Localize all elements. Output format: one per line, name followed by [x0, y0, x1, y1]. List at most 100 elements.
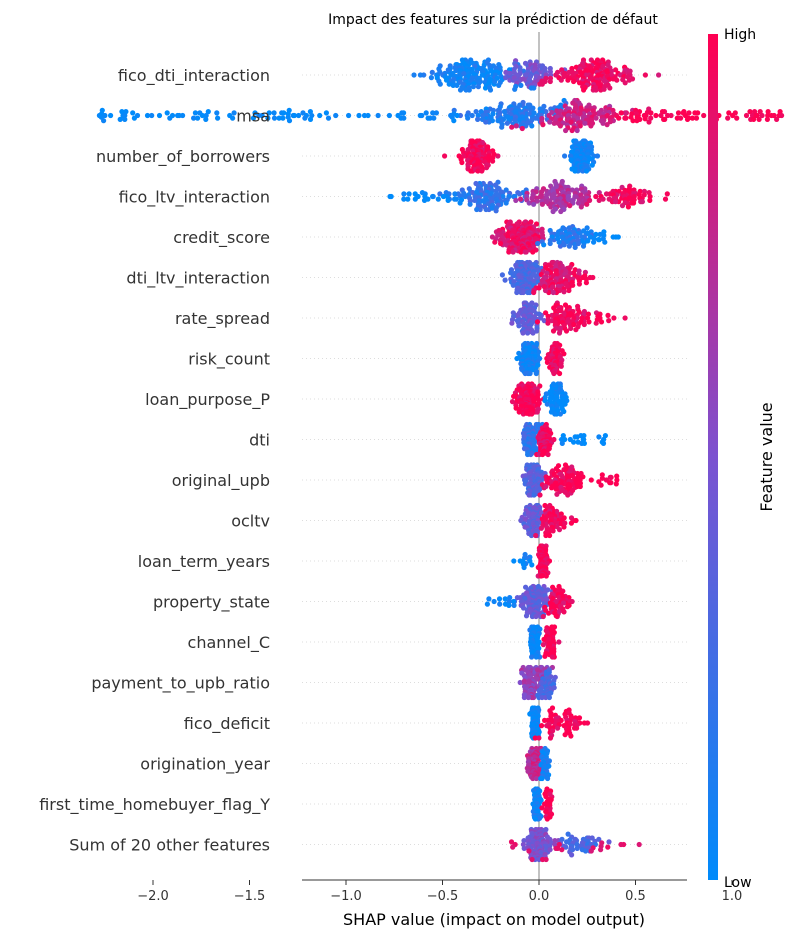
shap-point	[514, 355, 520, 362]
feature-label: fico_deficit	[184, 714, 270, 734]
shap-point	[610, 76, 616, 82]
feature-row-dots	[489, 219, 621, 255]
shap-point	[613, 234, 619, 240]
shap-point	[596, 111, 602, 117]
shap-point	[693, 115, 700, 121]
shap-point	[307, 109, 313, 115]
feature-label: Sum of 20 other features	[69, 836, 270, 855]
shap-point	[440, 193, 447, 200]
shap-point	[467, 201, 473, 207]
shap-point	[571, 78, 577, 85]
shap-point	[646, 190, 652, 196]
shap-point	[518, 82, 524, 88]
shap-point	[553, 72, 559, 78]
shap-point	[597, 231, 603, 237]
shap-point	[509, 124, 515, 130]
shap-point	[577, 483, 583, 490]
shap-point	[602, 239, 608, 245]
feature-label: rate_spread	[175, 309, 270, 329]
shap-point	[612, 199, 619, 205]
shap-point	[503, 69, 509, 75]
shap-point	[463, 87, 469, 93]
shap-point	[779, 112, 785, 119]
shap-point	[401, 196, 407, 202]
feature-row-dots	[518, 502, 579, 539]
feature-row-dots	[520, 421, 609, 458]
shap-point	[648, 110, 654, 116]
shap-point	[483, 119, 489, 125]
shap-point	[531, 492, 537, 498]
shap-point	[575, 200, 582, 206]
shap-point	[533, 532, 539, 539]
shap-point	[256, 112, 262, 119]
colorbar-low-label: Low	[724, 875, 752, 891]
shap-point	[509, 399, 516, 405]
shap-point	[516, 323, 522, 329]
shap-point	[156, 112, 163, 119]
shap-point	[558, 77, 564, 83]
shap-point	[446, 81, 452, 87]
shap-point	[564, 604, 571, 610]
shap-point	[490, 158, 496, 164]
shap-point	[522, 473, 529, 479]
shap-point	[725, 115, 731, 121]
shap-point	[539, 723, 545, 729]
shap-point	[648, 115, 654, 121]
shap-point	[502, 596, 508, 602]
shap-point	[484, 601, 490, 607]
feature-row-dots	[524, 745, 553, 782]
shap-point	[584, 201, 590, 207]
colorbar-high-label: High	[724, 27, 756, 43]
shap-point	[548, 204, 554, 210]
shap-point	[483, 165, 490, 171]
shap-point	[544, 359, 551, 365]
shap-point	[585, 230, 591, 236]
shap-point	[622, 80, 628, 86]
shap-point	[518, 517, 524, 524]
shap-point	[499, 124, 505, 130]
shap-point	[265, 115, 271, 121]
shap-point	[656, 72, 662, 78]
shap-point	[437, 191, 443, 197]
shap-point	[555, 120, 561, 126]
shap-point	[483, 206, 489, 213]
shap-point	[568, 119, 574, 125]
shap-point	[566, 287, 572, 294]
shap-point	[511, 558, 517, 564]
shap-point	[539, 775, 545, 782]
shap-point	[435, 196, 441, 202]
shap-point	[569, 187, 575, 193]
shap-point	[271, 115, 278, 121]
shap-point	[567, 153, 574, 159]
shap-point	[203, 112, 209, 119]
x-axis-ticks: −2.0−1.5−1.0−0.50.00.51.01.5	[137, 880, 742, 904]
shap-point	[531, 201, 537, 207]
shap-point	[734, 115, 740, 121]
shap-point	[442, 153, 448, 159]
shap-point	[122, 116, 128, 122]
shap-point	[571, 321, 577, 328]
shap-point	[606, 839, 612, 845]
shap-point	[551, 685, 557, 691]
shap-point	[580, 243, 587, 249]
shap-point	[510, 282, 516, 288]
shap-point	[527, 558, 533, 564]
shap-point	[765, 112, 771, 119]
shap-point	[565, 831, 571, 837]
shap-point	[506, 598, 512, 605]
feature-row-dots	[499, 259, 596, 296]
shap-point	[375, 112, 381, 119]
shap-point	[531, 110, 537, 116]
shap-point	[569, 127, 575, 134]
chart-title: Impact des features sur la prédiction de…	[328, 12, 658, 28]
shap-point	[521, 446, 528, 452]
shap-point	[542, 653, 548, 659]
shap-point	[579, 315, 585, 321]
shap-point	[252, 110, 258, 116]
shap-point	[461, 71, 467, 77]
shap-point	[682, 112, 689, 119]
shap-point	[459, 159, 465, 166]
shap-point	[492, 239, 498, 245]
shap-point	[291, 112, 297, 119]
shap-point	[558, 363, 564, 369]
